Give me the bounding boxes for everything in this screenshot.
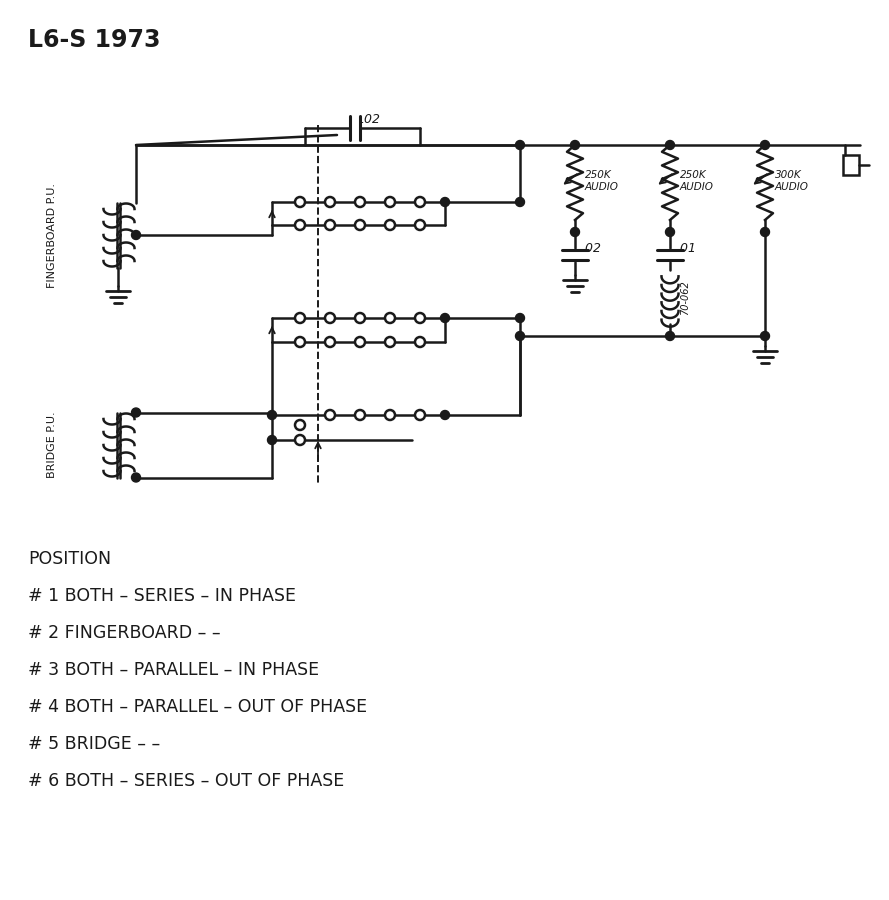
Circle shape [325,313,335,323]
Circle shape [415,313,425,323]
Circle shape [355,410,365,420]
Circle shape [385,313,395,323]
Circle shape [516,197,525,206]
Circle shape [666,331,675,340]
Circle shape [441,197,450,206]
Text: .01: .01 [676,242,696,255]
Circle shape [760,331,770,340]
Circle shape [666,140,675,149]
Circle shape [415,410,425,420]
Circle shape [415,337,425,347]
Circle shape [355,313,365,323]
Circle shape [295,337,305,347]
Circle shape [325,410,335,420]
Circle shape [295,197,305,207]
Text: .02: .02 [360,113,380,126]
Text: .02: .02 [581,242,601,255]
Text: POSITION: POSITION [28,550,111,568]
Text: FINGERBOARD P.U.: FINGERBOARD P.U. [47,183,57,287]
Circle shape [132,230,140,239]
Circle shape [295,420,305,430]
Circle shape [516,140,525,149]
Circle shape [325,197,335,207]
Circle shape [355,220,365,230]
Circle shape [295,435,305,445]
Circle shape [268,410,276,419]
Text: # 3 BOTH – PARALLEL – IN PHASE: # 3 BOTH – PARALLEL – IN PHASE [28,661,319,679]
Circle shape [355,197,365,207]
Circle shape [132,408,140,417]
Circle shape [295,220,305,230]
Text: 300K
AUDIO: 300K AUDIO [775,170,809,192]
Circle shape [355,337,365,347]
Circle shape [415,197,425,207]
Circle shape [268,436,276,445]
Circle shape [385,197,395,207]
Text: L6-S 1973: L6-S 1973 [28,28,161,52]
Circle shape [415,220,425,230]
Circle shape [760,140,770,149]
Text: 250K
AUDIO: 250K AUDIO [680,170,714,192]
Text: 70-062: 70-062 [680,281,690,315]
Text: # 5 BRIDGE – –: # 5 BRIDGE – – [28,735,160,753]
Text: # 2 FINGERBOARD – –: # 2 FINGERBOARD – – [28,624,220,642]
Circle shape [516,313,525,322]
Circle shape [441,313,450,322]
Circle shape [385,220,395,230]
Circle shape [666,228,675,237]
Circle shape [295,313,305,323]
Text: # 6 BOTH – SERIES – OUT OF PHASE: # 6 BOTH – SERIES – OUT OF PHASE [28,772,344,790]
Text: 250K
AUDIO: 250K AUDIO [585,170,619,192]
Circle shape [325,220,335,230]
Circle shape [516,331,525,340]
Circle shape [760,228,770,237]
Text: BRIDGE P.U.: BRIDGE P.U. [47,411,57,478]
Text: # 1 BOTH – SERIES – IN PHASE: # 1 BOTH – SERIES – IN PHASE [28,587,296,605]
Circle shape [385,410,395,420]
Circle shape [571,228,580,237]
Circle shape [132,473,140,482]
Circle shape [571,140,580,149]
Circle shape [441,410,450,419]
Circle shape [385,337,395,347]
Text: # 4 BOTH – PARALLEL – OUT OF PHASE: # 4 BOTH – PARALLEL – OUT OF PHASE [28,698,367,716]
Circle shape [325,337,335,347]
